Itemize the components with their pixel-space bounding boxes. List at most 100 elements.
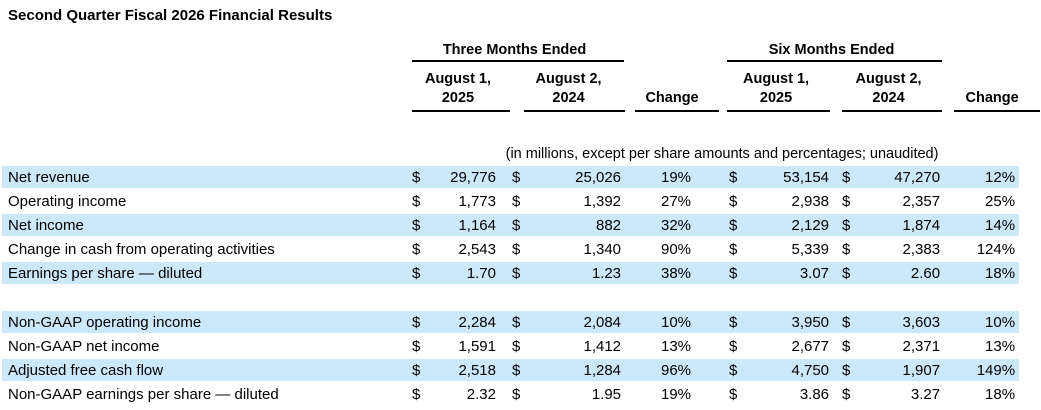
currency-symbol: $	[412, 241, 421, 258]
row-label: Net income	[2, 213, 404, 238]
table-row-non-gaap-operating-income: Non-GAAP operating income $ 2,284 $ 2,08…	[2, 310, 1041, 335]
column-header-sm-2025: August 1, 2025	[719, 62, 833, 112]
column-header-line2: 2025	[759, 90, 793, 106]
group-header-six-months: Six Months Ended	[719, 43, 944, 62]
row-label: Adjusted free cash flow	[2, 358, 404, 383]
group-header-label: Six Months Ended	[768, 42, 895, 58]
value-sm-change: 25%	[985, 193, 1016, 210]
value-tm-change: 96%	[625, 358, 720, 383]
currency-symbol: $	[842, 241, 851, 258]
value-tm-2024: 1,284	[526, 358, 626, 383]
currency-symbol: $	[404, 213, 432, 238]
currency-symbol: $	[404, 310, 432, 335]
value-tm-change: 27%	[661, 193, 692, 210]
currency-symbol: $	[412, 338, 421, 355]
currency-symbol: $	[512, 338, 521, 355]
value-sm-2025: 3,950	[743, 310, 834, 335]
currency-symbol: $	[729, 338, 738, 355]
column-header-tm-2025: August 1, 2025	[404, 62, 512, 112]
table-row-non-gaap-eps-diluted: Non-GAAP earnings per share — diluted $ …	[2, 383, 1040, 407]
value-sm-2024: 3,603	[857, 310, 945, 335]
currency-symbol: $	[833, 261, 858, 286]
currency-symbol: $	[842, 193, 851, 210]
value-tm-2024: 1,340	[583, 241, 622, 258]
value-tm-2024: 882	[526, 213, 626, 238]
header-rule	[635, 110, 720, 112]
table-row-operating-income: Operating income $ 1,773 $ 1,392 27% $ 2…	[2, 190, 1040, 214]
row-label: Change in cash from operating activities	[8, 241, 275, 258]
financial-results-table: Three Months Ended Six Months Ended Augu…	[2, 43, 1041, 407]
note-row: (in millions, except per share amounts a…	[2, 142, 1040, 166]
column-header-tm-2024: August 2, 2024	[512, 62, 626, 112]
currency-symbol: $	[412, 386, 421, 403]
table-row-non-gaap-net-income: Non-GAAP net income $ 1,591 $ 1,412 13% …	[2, 335, 1040, 359]
column-header-line2: 2025	[441, 90, 475, 106]
currency-symbol: $	[404, 358, 432, 383]
value-sm-change: 18%	[985, 386, 1016, 403]
currency-symbol: $	[842, 386, 851, 403]
value-tm-2024: 1.23	[526, 261, 626, 286]
column-header-row: August 1, 2025 August 2, 2024 Change Aug…	[2, 62, 1041, 112]
value-tm-2025: 2,543	[458, 241, 496, 258]
value-tm-2025: 1.70	[432, 261, 512, 286]
value-tm-2024: 1,392	[583, 193, 622, 210]
value-tm-2025: 1,591	[458, 338, 496, 355]
value-sm-change: 18%	[944, 261, 1041, 286]
value-sm-change: 13%	[985, 338, 1016, 355]
value-sm-2025: 2,677	[791, 338, 830, 355]
currency-symbol: $	[729, 386, 738, 403]
table-row-eps-diluted: Earnings per share — diluted $ 1.70 $ 1.…	[2, 261, 1041, 286]
value-sm-2025: 4,750	[743, 358, 834, 383]
page-title: Second Quarter Fiscal 2026 Financial Res…	[8, 7, 333, 24]
column-header-line1: August 2,	[535, 71, 602, 87]
currency-symbol: $	[833, 165, 858, 190]
header-rule	[727, 60, 943, 62]
group-header-three-months: Three Months Ended	[404, 43, 625, 62]
value-tm-2025: 2,284	[432, 310, 512, 335]
row-label: Non-GAAP operating income	[2, 310, 404, 335]
currency-symbol: $	[512, 241, 521, 258]
value-tm-2025: 29,776	[432, 165, 512, 190]
value-tm-change: 13%	[661, 338, 692, 355]
currency-symbol: $	[729, 193, 738, 210]
value-sm-change: 14%	[944, 213, 1041, 238]
table-row-change-in-cash: Change in cash from operating activities…	[2, 238, 1040, 262]
currency-symbol: $	[842, 338, 851, 355]
header-rule	[524, 110, 626, 112]
header-rule	[954, 110, 1041, 112]
value-sm-2025: 53,154	[743, 165, 834, 190]
value-tm-change: 19%	[661, 386, 692, 403]
value-tm-2025: 2.32	[466, 386, 496, 403]
table-row-net-income: Net income $ 1,164 $ 882 32% $ 2,129 $ 1…	[2, 213, 1041, 238]
currency-symbol: $	[512, 193, 521, 210]
spacer	[2, 286, 1040, 311]
value-sm-2024: 2,357	[902, 193, 941, 210]
table-note: (in millions, except per share amounts a…	[505, 145, 939, 162]
row-label: Non-GAAP earnings per share — diluted	[8, 386, 279, 403]
currency-symbol: $	[833, 213, 858, 238]
currency-symbol: $	[512, 165, 526, 190]
row-label: Non-GAAP net income	[8, 338, 160, 355]
value-sm-2025: 2,938	[791, 193, 830, 210]
value-tm-change: 10%	[625, 310, 720, 335]
value-tm-2024: 1.95	[591, 386, 622, 403]
value-tm-change: 32%	[625, 213, 720, 238]
currency-symbol: $	[719, 261, 744, 286]
value-sm-change: 10%	[944, 310, 1041, 335]
group-header-label: Three Months Ended	[442, 42, 587, 58]
currency-symbol: $	[719, 165, 744, 190]
header-rule	[412, 110, 510, 112]
column-header-sm-change: Change	[944, 62, 1041, 112]
header-rule	[727, 110, 831, 112]
currency-symbol: $	[512, 213, 526, 238]
empty-cell	[2, 142, 404, 166]
value-sm-2024: 47,270	[857, 165, 945, 190]
empty-cell	[625, 43, 719, 62]
change-header-label: Change	[645, 90, 699, 106]
value-tm-change: 19%	[625, 165, 720, 190]
value-sm-2024: 1,874	[857, 213, 945, 238]
column-header-tm-change: Change	[625, 62, 720, 112]
currency-symbol: $	[404, 165, 432, 190]
currency-symbol: $	[512, 310, 526, 335]
value-sm-2024: 2.60	[857, 261, 945, 286]
